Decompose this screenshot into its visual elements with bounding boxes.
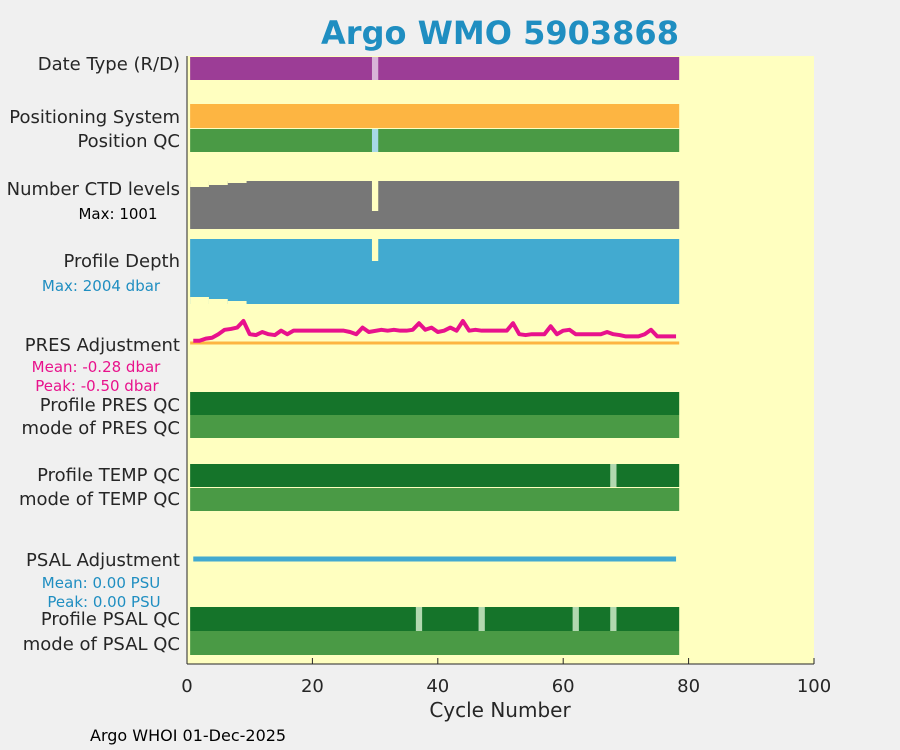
label-mode-psal-qc: mode of PSAL QC	[23, 634, 180, 655]
position-qc-gap	[371, 129, 379, 152]
psal-qc-flag	[572, 607, 579, 631]
ctd-levels-bar	[190, 181, 680, 229]
date-type-gap	[371, 57, 379, 80]
label-psal-adjustment: PSAL Adjustment	[26, 550, 180, 571]
label-profile-temp-qc: Profile TEMP QC	[37, 465, 180, 486]
profile-depth-gap	[371, 239, 379, 261]
psal-qc-flag	[415, 607, 423, 631]
label-mode-pres-qc: mode of PRES QC	[22, 418, 180, 439]
positioning-system-bar	[190, 104, 680, 128]
label-profile-pres-qc: Profile PRES QC	[40, 395, 180, 416]
ctd-levels-ramp	[227, 181, 247, 183]
x-axis-label: Cycle Number	[429, 698, 571, 722]
label-ctd-levels: Number CTD levels	[7, 179, 180, 200]
ctd-levels-ramp	[190, 181, 209, 187]
date-type-bar	[190, 57, 680, 80]
pres-peak-label: Peak: -0.50 dbar	[35, 377, 159, 395]
mode-temp-qc-bar	[190, 488, 680, 511]
chart-title: Argo WMO 5903868	[321, 14, 679, 52]
profile-psal-qc-bar	[190, 607, 680, 631]
ctd-max-label: Max: 1001	[78, 205, 157, 223]
pres-adjustment-series	[193, 319, 677, 343]
profile-depth-ramp	[190, 297, 209, 304]
x-tick-label: 80	[677, 676, 700, 697]
data-marks	[190, 57, 680, 655]
temp-qc-flag	[610, 464, 617, 487]
footer-credit: Argo WHOI 01-Dec-2025	[90, 726, 286, 745]
psal-mean-label: Mean: 0.00 PSU	[42, 574, 160, 592]
row-labels: Date Type (R/D) Positioning System Posit…	[7, 54, 180, 655]
plot-background	[187, 56, 814, 664]
psal-peak-label: Peak: 0.00 PSU	[47, 593, 160, 611]
label-profile-psal-qc: Profile PSAL QC	[41, 609, 180, 630]
profile-depth-bar	[190, 239, 680, 304]
label-mode-temp-qc: mode of TEMP QC	[19, 489, 180, 510]
psal-qc-flag	[610, 607, 617, 631]
label-pres-adjustment: PRES Adjustment	[25, 335, 180, 356]
profile-pres-qc-bar	[190, 392, 680, 415]
mode-psal-qc-bar	[190, 631, 680, 655]
mode-pres-qc-bar	[190, 415, 680, 438]
x-tick-label: 20	[301, 676, 324, 697]
pres-mean-label: Mean: -0.28 dbar	[32, 358, 162, 376]
label-position-qc: Position QC	[77, 131, 180, 152]
ctd-levels-ramp	[208, 181, 228, 185]
label-profile-depth: Profile Depth	[63, 251, 180, 272]
x-tick-label: 0	[181, 676, 192, 697]
x-tick-label: 60	[552, 676, 575, 697]
x-tick-label: 100	[797, 676, 831, 697]
label-positioning-system: Positioning System	[9, 107, 180, 128]
profile-temp-qc-bar	[190, 464, 680, 487]
annotations: Max: 1001 Max: 2004 dbar Mean: -0.28 dba…	[32, 205, 162, 611]
x-tick-label: 40	[426, 676, 449, 697]
ctd-levels-gap	[371, 181, 379, 211]
label-date-type: Date Type (R/D)	[38, 54, 180, 75]
position-qc-bar	[190, 129, 680, 152]
profile-depth-ramp	[208, 299, 228, 304]
profile-depth-ramp	[227, 301, 247, 304]
x-ticks: 0 20 40 60 80 100	[181, 658, 831, 697]
psal-qc-flag	[478, 607, 485, 631]
depth-max-label: Max: 2004 dbar	[42, 277, 161, 295]
